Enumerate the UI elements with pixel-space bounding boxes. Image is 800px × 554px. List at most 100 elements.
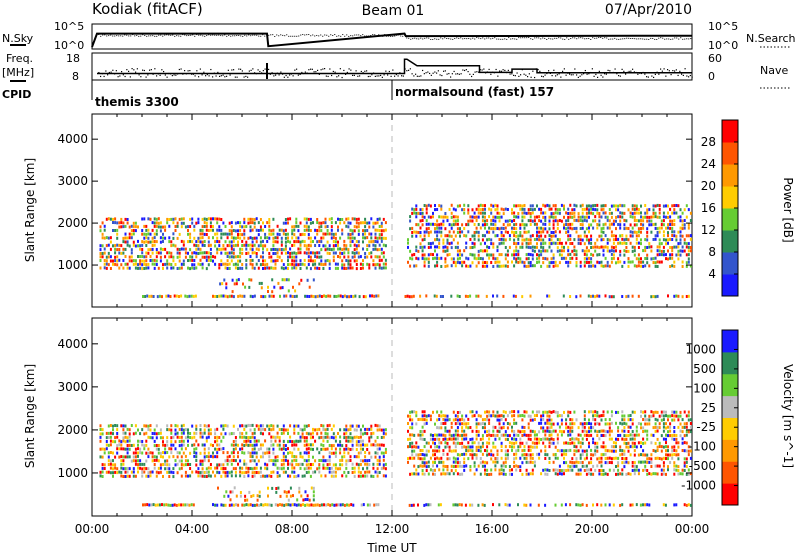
echo-point xyxy=(345,439,348,443)
echo-point xyxy=(498,242,501,246)
echo-point xyxy=(646,234,649,238)
nave-dot xyxy=(247,76,249,78)
echo-point xyxy=(159,247,162,251)
echo-point xyxy=(328,266,331,270)
echo-point xyxy=(529,453,532,457)
echo-point xyxy=(411,426,414,430)
echo-point xyxy=(656,234,659,238)
echo-point xyxy=(266,236,269,240)
echo-point xyxy=(280,432,283,435)
echo-point xyxy=(112,467,114,471)
echo-point xyxy=(168,224,171,228)
echo-point xyxy=(662,245,665,249)
echo-point xyxy=(479,226,482,230)
nsearch-dot xyxy=(682,38,684,40)
echo-point xyxy=(201,255,204,259)
echo-point xyxy=(289,474,292,478)
echo-point xyxy=(287,255,289,259)
echo-point xyxy=(511,468,513,472)
nsearch-dot xyxy=(324,34,326,36)
echo-point xyxy=(339,459,342,463)
echo-point xyxy=(434,445,436,449)
echo-point xyxy=(554,260,557,264)
echo-point xyxy=(166,436,169,440)
echo-point xyxy=(498,422,501,426)
echo-point xyxy=(596,260,599,264)
echo-point xyxy=(362,467,364,471)
echo-point xyxy=(216,447,219,451)
echo-point xyxy=(318,262,321,266)
echo-point xyxy=(413,230,416,234)
echo-point xyxy=(523,204,526,207)
nsearch-dot xyxy=(472,37,474,39)
echo-point xyxy=(312,455,314,459)
echo-point xyxy=(642,226,645,230)
echo-point xyxy=(585,261,588,264)
echo-point xyxy=(502,238,505,242)
echo-point xyxy=(594,219,597,223)
echo-point xyxy=(492,242,495,246)
nsearch-dot xyxy=(342,34,344,36)
echo-point xyxy=(429,245,432,249)
echo-point xyxy=(368,451,371,455)
echo-point xyxy=(253,474,256,478)
echo-point xyxy=(368,463,371,467)
echo-point xyxy=(681,223,684,227)
nave-dot xyxy=(576,74,578,76)
echo-point xyxy=(339,247,342,251)
nave-dot xyxy=(201,74,203,76)
echo-point xyxy=(376,467,379,471)
echo-point xyxy=(232,263,235,267)
nave-dot xyxy=(367,75,369,78)
echo-point xyxy=(162,240,164,243)
echo-point xyxy=(214,240,217,244)
echo-point xyxy=(467,449,470,453)
echo-point xyxy=(334,244,337,247)
echo-point xyxy=(442,215,445,219)
nave-dot xyxy=(226,75,228,77)
nsearch-dot xyxy=(526,37,528,39)
nsearch-dot xyxy=(98,34,100,36)
echo-point xyxy=(502,422,505,426)
echo-point xyxy=(440,222,443,226)
echo-point xyxy=(488,441,491,445)
echo-point xyxy=(172,221,175,225)
echo-point xyxy=(508,410,511,414)
nsearch-dot xyxy=(624,38,626,40)
echo-point xyxy=(454,445,457,449)
echo-point xyxy=(565,441,568,445)
echo-point xyxy=(411,422,414,426)
echo-point xyxy=(307,228,310,232)
echo-point xyxy=(442,433,445,437)
nsearch-dot xyxy=(388,35,390,37)
echo-point xyxy=(153,236,156,240)
echo-point xyxy=(268,236,271,240)
echo-point xyxy=(382,431,385,435)
echo-point xyxy=(444,249,447,253)
echo-point xyxy=(533,215,536,219)
echo-point xyxy=(546,421,549,425)
echo-point xyxy=(199,424,202,427)
nave-dot xyxy=(472,73,474,75)
echo-point xyxy=(477,445,480,449)
echo-point xyxy=(552,212,555,216)
echo-point xyxy=(307,225,310,229)
echo-point xyxy=(364,462,367,466)
echo-point xyxy=(243,243,246,247)
echo-point xyxy=(234,467,237,471)
nave-dot xyxy=(415,73,417,75)
echo-point xyxy=(536,414,538,417)
echo-point xyxy=(355,443,358,447)
echo-point xyxy=(109,255,112,259)
echo-point xyxy=(488,414,491,418)
echo-point xyxy=(548,234,551,238)
echo-point xyxy=(334,240,337,244)
echo-point xyxy=(463,468,466,472)
echo-point xyxy=(415,204,418,208)
echo-point xyxy=(241,266,244,270)
echo-point xyxy=(368,244,371,248)
echo-point xyxy=(554,445,557,449)
echo-point xyxy=(162,236,164,240)
nave-dot xyxy=(569,73,571,75)
echo-point xyxy=(529,433,532,437)
